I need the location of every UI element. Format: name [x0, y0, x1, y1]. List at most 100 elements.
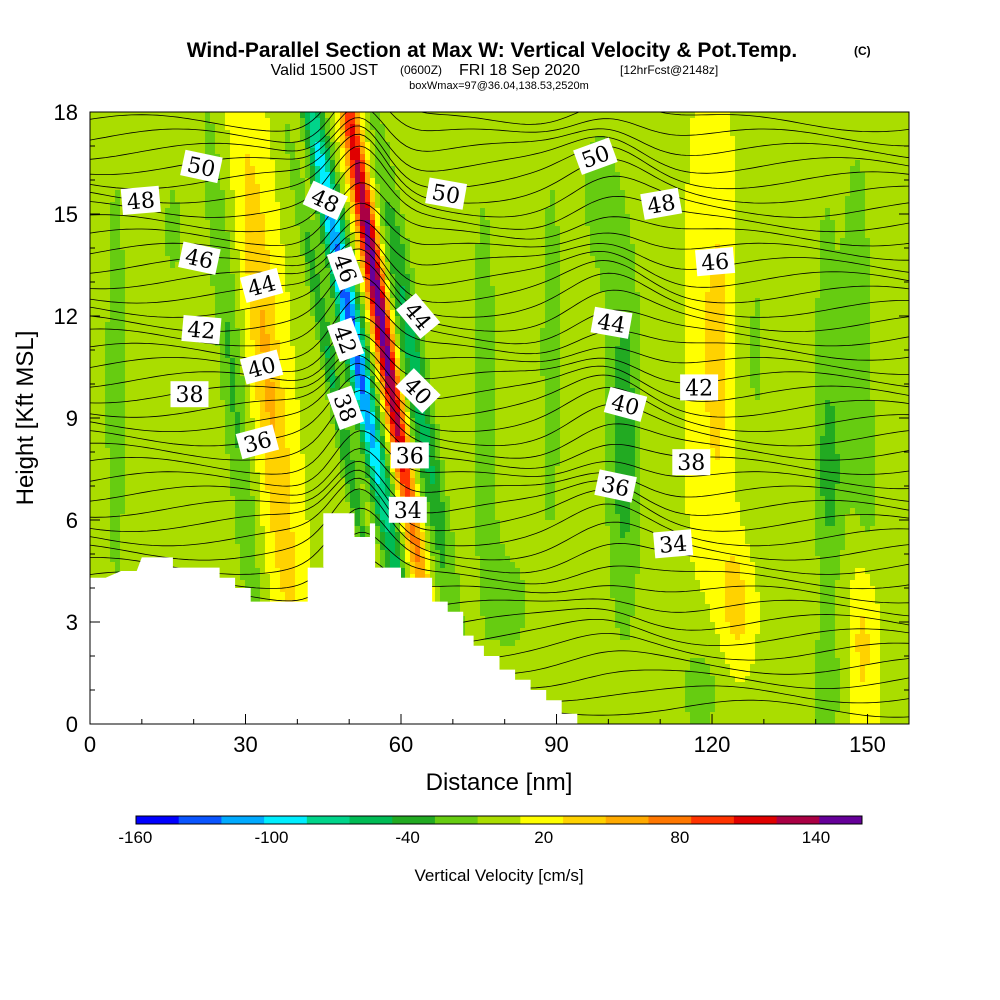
velocity-cell [325, 124, 331, 131]
velocity-cell [185, 460, 191, 467]
velocity-cell [270, 262, 276, 269]
velocity-cell [150, 316, 156, 323]
velocity-cell [280, 364, 286, 371]
velocity-cell [170, 250, 176, 257]
velocity-cell [235, 412, 241, 419]
velocity-cell [300, 148, 306, 155]
velocity-cell [325, 148, 331, 155]
velocity-cell [225, 460, 231, 467]
velocity-cell [315, 358, 321, 365]
velocity-cell [265, 388, 271, 395]
velocity-cell [225, 274, 231, 281]
velocity-cell [265, 340, 271, 347]
velocity-cell [200, 532, 206, 539]
velocity-cell [165, 202, 171, 209]
velocity-cell [110, 268, 116, 275]
velocity-cell [205, 406, 211, 413]
velocity-cell [105, 484, 111, 491]
velocity-cell [195, 286, 201, 293]
velocity-cell [285, 574, 291, 581]
velocity-cell [110, 478, 116, 485]
velocity-cell [250, 262, 256, 269]
velocity-cell [255, 334, 261, 341]
velocity-cell [225, 472, 231, 479]
velocity-cell [290, 328, 296, 335]
velocity-cell [295, 514, 301, 521]
velocity-cell [115, 568, 121, 575]
velocity-cell [265, 178, 271, 185]
velocity-cell [115, 460, 121, 467]
velocity-cell [175, 130, 181, 137]
velocity-cell [210, 148, 216, 155]
velocity-cell [115, 184, 121, 191]
velocity-cell [120, 142, 126, 149]
velocity-cell [310, 262, 316, 269]
velocity-cell [140, 412, 146, 419]
velocity-cell [305, 490, 311, 497]
velocity-cell [105, 190, 111, 197]
velocity-cell [140, 358, 146, 365]
velocity-cell [90, 310, 96, 317]
velocity-cell [330, 244, 336, 251]
velocity-cell [90, 298, 96, 305]
velocity-cell [290, 304, 296, 311]
velocity-cell [160, 214, 166, 221]
velocity-cell [150, 478, 156, 485]
velocity-cell [320, 376, 326, 383]
velocity-cell [275, 118, 281, 125]
velocity-cell [310, 454, 316, 461]
velocity-cell [250, 184, 256, 191]
velocity-cell [160, 490, 166, 497]
velocity-cell [190, 544, 196, 551]
velocity-cell [115, 436, 121, 443]
velocity-cell [210, 400, 216, 407]
velocity-cell [240, 484, 246, 491]
velocity-cell [265, 190, 271, 197]
velocity-cell [305, 268, 311, 275]
velocity-cell [280, 280, 286, 287]
velocity-cell [155, 412, 161, 419]
velocity-cell [315, 136, 321, 143]
velocity-cell [295, 448, 301, 455]
velocity-cell [250, 226, 256, 233]
velocity-cell [245, 244, 251, 251]
velocity-cell [180, 532, 186, 539]
velocity-cell [180, 454, 186, 461]
velocity-cell [310, 430, 316, 437]
velocity-cell [315, 352, 321, 359]
velocity-cell [305, 472, 311, 479]
velocity-cell [100, 202, 106, 209]
velocity-cell [155, 520, 161, 527]
velocity-cell [240, 568, 246, 575]
velocity-cell [250, 304, 256, 311]
velocity-cell [130, 394, 136, 401]
velocity-cell [260, 508, 266, 515]
velocity-cell [95, 232, 101, 239]
velocity-cell [120, 394, 126, 401]
velocity-cell [300, 166, 306, 173]
velocity-cell [280, 124, 286, 131]
velocity-cell [190, 550, 196, 557]
velocity-cell [305, 520, 311, 527]
velocity-cell [95, 244, 101, 251]
velocity-cell [170, 214, 176, 221]
velocity-cell [145, 424, 151, 431]
velocity-cell [285, 358, 291, 365]
velocity-cell [260, 532, 266, 539]
velocity-cell [160, 508, 166, 515]
velocity-cell [300, 310, 306, 317]
velocity-cell [260, 562, 266, 569]
velocity-cell [215, 268, 221, 275]
velocity-cell [225, 532, 231, 539]
velocity-cell [285, 478, 291, 485]
velocity-cell [210, 478, 216, 485]
velocity-cell [260, 244, 266, 251]
velocity-cell [150, 274, 156, 281]
velocity-cell [330, 460, 336, 467]
velocity-cell [265, 196, 271, 203]
velocity-cell [265, 412, 271, 419]
velocity-cell [110, 460, 116, 467]
velocity-cell [95, 286, 101, 293]
velocity-cell [140, 520, 146, 527]
velocity-cell [245, 412, 251, 419]
